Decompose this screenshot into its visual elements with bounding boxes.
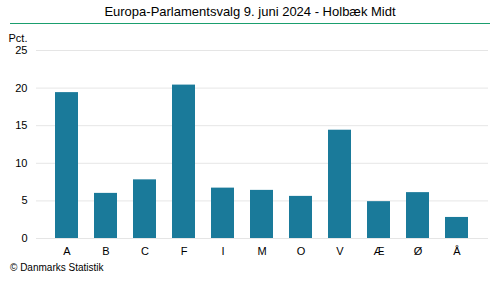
- svg-text:A: A: [63, 245, 71, 257]
- svg-text:0: 0: [21, 232, 27, 244]
- svg-text:O: O: [297, 245, 306, 257]
- svg-text:Pct.: Pct.: [9, 32, 28, 44]
- svg-text:15: 15: [15, 119, 27, 131]
- svg-text:C: C: [141, 245, 149, 257]
- svg-text:V: V: [336, 245, 344, 257]
- svg-text:I: I: [221, 245, 224, 257]
- svg-text:Æ: Æ: [374, 245, 385, 257]
- svg-text:5: 5: [21, 194, 27, 206]
- svg-text:M: M: [257, 245, 266, 257]
- html-text:Europa-Parlamentsvalg 9. juni: Europa-Parlamentsvalg 9. juni 2024 - Hol…: [104, 4, 396, 19]
- svg-text:B: B: [102, 245, 109, 257]
- svg-text:Å: Å: [453, 245, 461, 257]
- svg-text:25: 25: [15, 44, 27, 56]
- svg-text:10: 10: [15, 157, 27, 169]
- html-text:© Danmarks Statistik: © Danmarks Statistik: [10, 262, 104, 273]
- svg-text:Ø: Ø: [414, 245, 423, 257]
- svg-text:20: 20: [15, 82, 27, 94]
- svg-text:F: F: [181, 245, 188, 257]
